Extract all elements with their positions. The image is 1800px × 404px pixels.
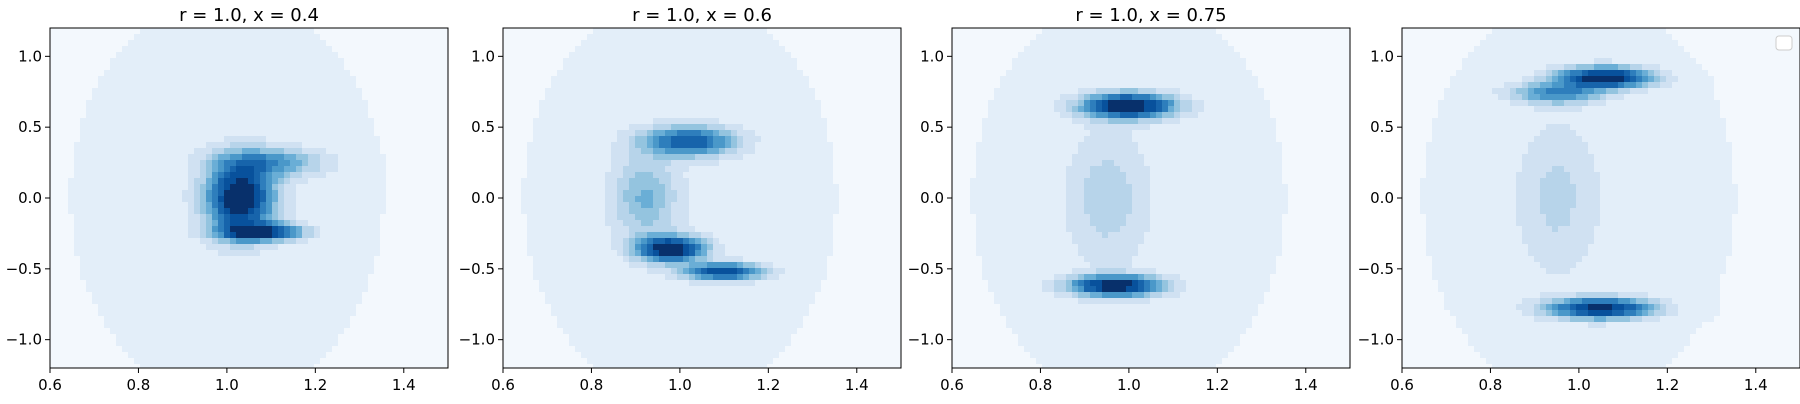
x-tick-label: 1.0 <box>668 376 692 394</box>
y-tick-label: 0.5 <box>1370 118 1394 136</box>
y-tick-label: −0.5 <box>1358 260 1394 278</box>
x-tick-label: 1.2 <box>303 376 327 394</box>
x-tick-label: 1.4 <box>1294 376 1318 394</box>
y-tick-label: 0.5 <box>18 118 42 136</box>
y-tick-label: −0.5 <box>908 260 944 278</box>
panel-4: 0.6 0.8 1.0 1.2 1.4 −1.0 −0.5 0.0 0.5 1.0 <box>1358 28 1800 394</box>
x-tick-label: 0.8 <box>1029 376 1053 394</box>
density-plot <box>952 28 1355 371</box>
x-tick-label: 1.2 <box>1205 376 1229 394</box>
y-tick-label: 1.0 <box>18 47 42 65</box>
y-tick-label: −1.0 <box>459 331 495 349</box>
x-tick-label: 1.0 <box>215 376 239 394</box>
legend-box <box>1776 36 1792 50</box>
x-tick-label: 1.0 <box>1117 376 1141 394</box>
panel-3: 0.6 0.8 1.0 1.2 1.4 −1.0 −0.5 0.0 0.5 1.0 r = 1.0,… <box>908 5 1355 394</box>
y-tick-label: 0.5 <box>471 118 495 136</box>
density-plot <box>50 28 453 371</box>
panel-title: r = 1.0, x = 0.75 <box>1075 5 1226 26</box>
y-tick-label: −0.5 <box>459 260 495 278</box>
panel-title: r = 1.0, x = 0.6 <box>632 5 772 26</box>
y-tick-label: 1.0 <box>920 47 944 65</box>
y-tick-label: 0.0 <box>1370 189 1394 207</box>
x-tick-label: 0.6 <box>940 376 964 394</box>
y-tick-label: −1.0 <box>6 331 42 349</box>
y-tick-label: 0.0 <box>920 189 944 207</box>
x-tick-label: 0.8 <box>580 376 604 394</box>
y-tick-label: 0.0 <box>18 189 42 207</box>
x-tick-label: 0.6 <box>1390 376 1414 394</box>
panel-title: r = 1.0, x = 0.4 <box>179 5 319 26</box>
x-tick-label: 0.6 <box>491 376 515 394</box>
y-tick-label: 1.0 <box>1370 47 1394 65</box>
y-tick-label: 0.0 <box>471 189 495 207</box>
x-tick-label: 1.2 <box>756 376 780 394</box>
density-plot <box>1402 28 1800 371</box>
y-tick-label: −0.5 <box>6 260 42 278</box>
x-tick-label: 0.8 <box>127 376 151 394</box>
y-tick-label: −1.0 <box>908 331 944 349</box>
x-tick-label: 1.4 <box>845 376 869 394</box>
y-tick-label: 0.5 <box>920 118 944 136</box>
density-plot <box>503 28 906 371</box>
x-tick-label: 1.0 <box>1567 376 1591 394</box>
y-tick-label: 1.0 <box>471 47 495 65</box>
x-tick-label: 0.8 <box>1479 376 1503 394</box>
panel-2: 0.6 0.8 1.0 1.2 1.4 −1.0 −0.5 0.0 0.5 1.0 r = 1.0,… <box>459 5 906 394</box>
x-tick-label: 1.2 <box>1655 376 1679 394</box>
x-tick-label: 1.4 <box>392 376 416 394</box>
x-tick-label: 0.6 <box>38 376 62 394</box>
y-tick-label: −1.0 <box>1358 331 1394 349</box>
panel-1: 0.6 0.8 1.0 1.2 1.4 −1.0 −0.5 0.0 0.5 1.0 r = 1.0,… <box>6 5 453 394</box>
x-tick-label: 1.4 <box>1744 376 1768 394</box>
